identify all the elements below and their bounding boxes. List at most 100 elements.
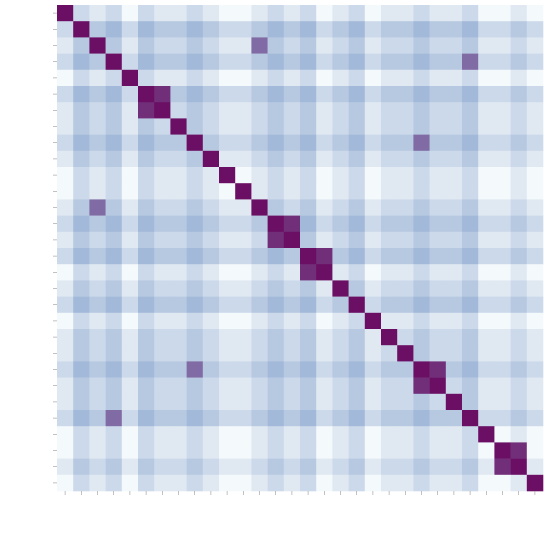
heatmap-cell [364, 199, 382, 216]
heatmap-cell [494, 183, 511, 200]
heatmap-cell [413, 150, 430, 168]
heatmap-cell [445, 361, 463, 378]
heatmap-cell [494, 410, 511, 427]
heatmap-cell [283, 183, 301, 200]
heatmap-cell [429, 474, 447, 492]
heatmap-cell [462, 345, 479, 362]
heatmap-cell [202, 474, 220, 492]
heatmap-cell [73, 102, 90, 119]
heatmap-cell [251, 150, 268, 168]
heatmap-cell [170, 37, 187, 54]
heatmap-cell [478, 37, 495, 54]
heatmap-cell [219, 280, 236, 297]
heatmap-cell [494, 167, 511, 184]
heatmap-cell [170, 150, 187, 168]
heatmap-cell [186, 474, 204, 492]
heatmap-cell [332, 280, 349, 297]
heatmap-cell [154, 296, 171, 314]
heatmap-cell [397, 150, 414, 168]
heatmap-cell [494, 345, 511, 362]
heatmap-cell [316, 37, 333, 54]
heatmap-cell [494, 312, 511, 330]
heatmap-cell [73, 345, 90, 362]
heatmap-cell [381, 458, 398, 476]
heatmap-cell [445, 426, 463, 443]
heatmap-cell [283, 426, 301, 443]
heatmap-cell [445, 134, 463, 152]
heatmap-cell [348, 150, 366, 168]
heatmap-cell [494, 280, 511, 297]
heatmap-cell [251, 248, 268, 265]
heatmap-cell [267, 377, 285, 395]
heatmap-cell [154, 86, 171, 103]
heatmap-cell [105, 426, 123, 443]
heatmap-cell [283, 118, 301, 135]
heatmap-cell [364, 69, 382, 87]
heatmap-cell [138, 53, 155, 71]
heatmap-cell [57, 150, 74, 168]
heatmap-cell [429, 69, 447, 87]
heatmap-cell [462, 53, 479, 71]
heatmap-cell [89, 5, 106, 22]
heatmap-cell [202, 296, 220, 314]
heatmap-cell [73, 167, 90, 184]
heatmap-cell [235, 410, 252, 427]
heatmap-cell [235, 377, 252, 395]
heatmap-cell [251, 264, 268, 281]
heatmap-cell [348, 21, 366, 38]
heatmap-cell [219, 199, 236, 216]
heatmap-cell [267, 231, 285, 249]
heatmap-cell [445, 377, 463, 395]
heatmap-cell [510, 199, 528, 216]
heatmap-cell [445, 474, 463, 492]
heatmap-cell [105, 377, 123, 395]
heatmap-cell [251, 361, 268, 378]
heatmap-cell [267, 183, 285, 200]
heatmap-cell [429, 458, 447, 476]
heatmap-cell [510, 264, 528, 281]
heatmap-cell [251, 329, 268, 346]
heatmap-cell [332, 21, 349, 38]
heatmap-cell [202, 361, 220, 378]
heatmap-cell [510, 377, 528, 395]
heatmap-cell [478, 5, 495, 22]
heatmap-cell [170, 393, 187, 411]
heatmap-cell [348, 280, 366, 297]
heatmap-cell [526, 134, 544, 152]
heatmap-cell [235, 345, 252, 362]
heatmap-cell [170, 118, 187, 135]
heatmap-cell [413, 118, 430, 135]
heatmap-cell [413, 312, 430, 330]
heatmap-cell [121, 393, 139, 411]
heatmap-cell [348, 215, 366, 233]
heatmap-cell [364, 458, 382, 476]
heatmap-cell [170, 377, 187, 395]
heatmap-cell [219, 167, 236, 184]
heatmap-cell [138, 312, 155, 330]
heatmap-cell [202, 377, 220, 395]
heatmap-cell [397, 296, 414, 314]
heatmap-cell [300, 53, 317, 71]
heatmap-cell [445, 393, 463, 411]
heatmap-cell [478, 21, 495, 38]
heatmap-cell [494, 86, 511, 103]
heatmap-cell [348, 102, 366, 119]
heatmap-cell [510, 280, 528, 297]
heatmap-cell [267, 345, 285, 362]
heatmap-cell [267, 167, 285, 184]
heatmap-cell [478, 134, 495, 152]
heatmap-cell [413, 458, 430, 476]
heatmap-cell [445, 231, 463, 249]
heatmap-cell [397, 53, 414, 71]
heatmap-cell [478, 361, 495, 378]
heatmap-cell [105, 231, 123, 249]
heatmap-cell [283, 102, 301, 119]
heatmap-cell [154, 280, 171, 297]
heatmap-cell [316, 150, 333, 168]
heatmap-cell [478, 118, 495, 135]
heatmap-cell [316, 118, 333, 135]
heatmap-cell [202, 458, 220, 476]
heatmap-cell [316, 264, 333, 281]
heatmap-cell [154, 167, 171, 184]
heatmap-cell [186, 21, 204, 38]
